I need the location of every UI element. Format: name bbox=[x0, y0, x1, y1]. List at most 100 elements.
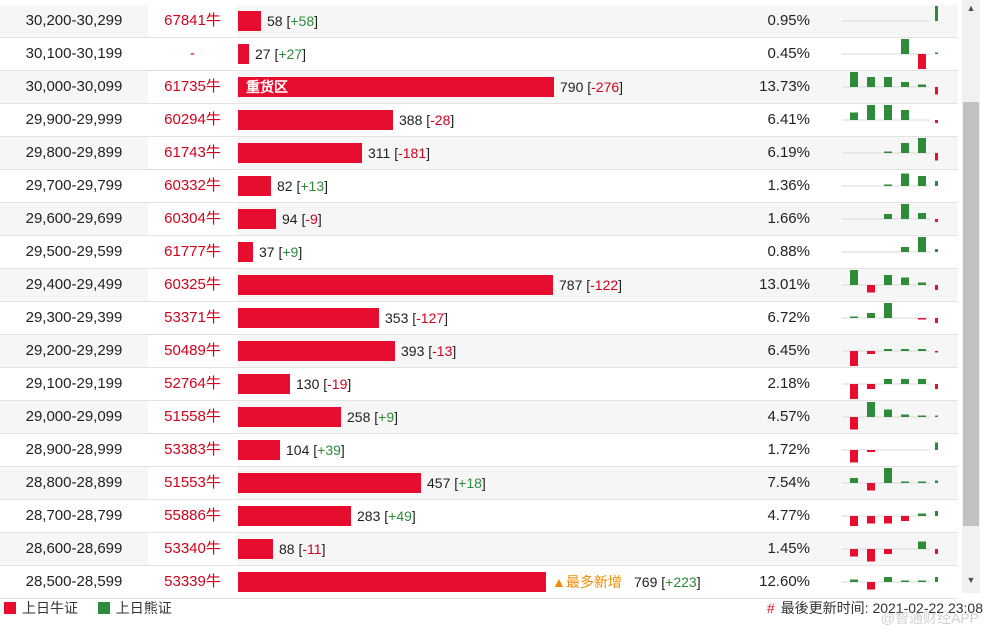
table-row[interactable]: 30,000-30,099 61735牛 重货区 790 [-276] 13.73% bbox=[0, 71, 958, 104]
sparkline-svg bbox=[842, 173, 938, 187]
volume-change: +27 bbox=[278, 46, 303, 62]
volume-number: 790 bbox=[560, 79, 584, 95]
sparkline-svg bbox=[842, 541, 938, 562]
bull-count: 61735牛 bbox=[148, 71, 237, 103]
scroll-down-icon[interactable]: ▼ bbox=[966, 575, 976, 585]
sparkline-bar bbox=[935, 351, 938, 353]
volume-change: +39 bbox=[317, 442, 341, 458]
strike-range: 29,500-29,599 bbox=[25, 243, 123, 260]
bull-count: 53371牛 bbox=[164, 309, 221, 326]
table-row[interactable]: 29,500-29,599 61777牛 37 [+9] 0.88% bbox=[0, 236, 958, 269]
sparkline-bar bbox=[901, 349, 909, 351]
table-row[interactable]: 28,500-28,599 53339牛 ▲最多新增 769 [+223] 12.60% bbox=[0, 566, 958, 599]
sparkline-bar bbox=[935, 442, 938, 450]
sparkline-svg bbox=[842, 511, 938, 526]
table-row[interactable]: 28,900-28,999 53383牛 104 [+39] 1.72% bbox=[0, 434, 958, 467]
table-row[interactable]: 30,100-30,199 - 27 [+27] 0.45% bbox=[0, 38, 958, 71]
trend-sparkline bbox=[838, 71, 938, 103]
update-time: 2021-02-22 23:08 bbox=[872, 600, 983, 616]
sparkline-bar bbox=[850, 417, 858, 430]
volume-change: -181 bbox=[398, 145, 427, 161]
share-percent: 0.95% bbox=[767, 12, 810, 29]
sparkline-bar bbox=[850, 478, 858, 483]
volume-number: 258 bbox=[347, 409, 371, 425]
share-percent: 12.60% bbox=[759, 573, 810, 590]
strike-range: 29,000-29,099 bbox=[25, 408, 123, 425]
sparkline-bar bbox=[850, 270, 858, 285]
sparkline-bar bbox=[867, 450, 875, 452]
table-row[interactable]: 28,700-28,799 55886牛 283 [+49] 4.77% bbox=[0, 500, 958, 533]
volume-bar-cell: 27 [+27] bbox=[238, 38, 748, 70]
sparkline-bar bbox=[884, 77, 892, 87]
table-row[interactable]: 29,400-29,499 60325牛 787 [-122] 13.01% bbox=[0, 269, 958, 302]
volume-bar bbox=[238, 308, 379, 328]
table-row[interactable]: 29,300-29,399 53371牛 353 [-127] 6.72% bbox=[0, 302, 958, 335]
volume-value: 37 [+9] bbox=[259, 244, 303, 260]
sparkline-bar bbox=[884, 379, 892, 384]
sparkline-bar bbox=[867, 483, 875, 491]
table-row[interactable]: 29,200-29,299 50489牛 393 [-13] 6.45% bbox=[0, 335, 958, 368]
table-row[interactable]: 29,600-29,699 60304牛 94 [-9] 1.66% bbox=[0, 203, 958, 236]
share-percent: 13.01% bbox=[759, 276, 810, 293]
sparkline-svg bbox=[842, 577, 938, 590]
share-percent: 1.72% bbox=[767, 441, 810, 458]
sparkline-svg bbox=[842, 349, 938, 366]
table-row[interactable]: 28,800-28,899 51553牛 457 [+18] 7.54% bbox=[0, 467, 958, 500]
sparkline-bar bbox=[850, 579, 858, 582]
sparkline-bar bbox=[901, 82, 909, 87]
sparkline-bar bbox=[884, 184, 892, 186]
trend-sparkline bbox=[838, 104, 938, 136]
sparkline-bar bbox=[918, 54, 926, 69]
strike-range: 29,100-29,199 bbox=[25, 375, 123, 392]
table-row[interactable]: 30,200-30,299 67841牛 58 [+58] 0.95% bbox=[0, 5, 958, 38]
share-percent: 4.57% bbox=[767, 408, 810, 425]
volume-number: 388 bbox=[399, 112, 423, 128]
volume-value: 258 [+9] bbox=[347, 409, 398, 425]
bar-label: 重货区 bbox=[246, 79, 288, 95]
volume-number: 283 bbox=[357, 508, 381, 524]
share-percent: 6.19% bbox=[767, 144, 810, 161]
sparkline-bar bbox=[867, 77, 875, 87]
scrollbar-thumb[interactable] bbox=[963, 102, 979, 526]
table-row[interactable]: 29,100-29,199 52764牛 130 [-19] 2.18% bbox=[0, 368, 958, 401]
trend-sparkline bbox=[838, 434, 938, 466]
sparkline-svg bbox=[842, 468, 938, 491]
scroll-up-icon[interactable]: ▲ bbox=[966, 3, 976, 13]
distribution-table: 30,200-30,299 67841牛 58 [+58] 0.95% 30,100-3… bbox=[0, 5, 958, 599]
volume-value: 311 [-181] bbox=[368, 145, 431, 161]
volume-bar bbox=[238, 242, 253, 262]
sparkline-bar bbox=[918, 379, 926, 384]
strike-range: 29,800-29,899 bbox=[25, 144, 123, 161]
volume-bar bbox=[238, 176, 271, 196]
table-row[interactable]: 29,900-29,999 60294牛 388 [-28] 6.41% bbox=[0, 104, 958, 137]
volume-value: 104 [+39] bbox=[286, 442, 345, 458]
sparkline-bar bbox=[884, 275, 892, 285]
volume-change: +49 bbox=[388, 508, 412, 524]
sparkline-bar bbox=[901, 110, 909, 120]
sparkline-bar bbox=[935, 549, 938, 554]
sparkline-bar bbox=[850, 72, 858, 87]
share-percent: 6.72% bbox=[767, 309, 810, 326]
volume-change: +9 bbox=[282, 244, 299, 260]
volume-change: -28 bbox=[430, 112, 451, 128]
sparkline-bar bbox=[884, 409, 892, 417]
trend-sparkline bbox=[838, 5, 938, 37]
volume-value: 94 [-9] bbox=[282, 211, 322, 227]
vertical-scrollbar[interactable]: ▲ ▼ bbox=[962, 0, 980, 593]
table-row[interactable]: 29,000-29,099 51558牛 258 [+9] 4.57% bbox=[0, 401, 958, 434]
table-row[interactable]: 28,600-28,699 53340牛 88 [-11] 1.45% bbox=[0, 533, 958, 566]
table-row[interactable]: 29,700-29,799 60332牛 82 [+13] 1.36% bbox=[0, 170, 958, 203]
volume-change: -9 bbox=[305, 211, 318, 227]
sparkline-bar bbox=[935, 577, 938, 582]
volume-change: +13 bbox=[300, 178, 325, 194]
volume-bar-cell: 88 [-11] bbox=[238, 533, 748, 565]
sparkline-bar bbox=[935, 52, 938, 54]
sparkline-bar bbox=[918, 138, 926, 153]
volume-bar-cell: 353 [-127] bbox=[238, 302, 748, 334]
volume-change: -122 bbox=[590, 277, 619, 293]
share-percent: 7.54% bbox=[767, 474, 810, 491]
bull-count: - bbox=[190, 45, 195, 62]
volume-value: 82 [+13] bbox=[277, 178, 328, 194]
sparkline-bar bbox=[918, 513, 926, 516]
table-row[interactable]: 29,800-29,899 61743牛 311 [-181] 6.19% bbox=[0, 137, 958, 170]
